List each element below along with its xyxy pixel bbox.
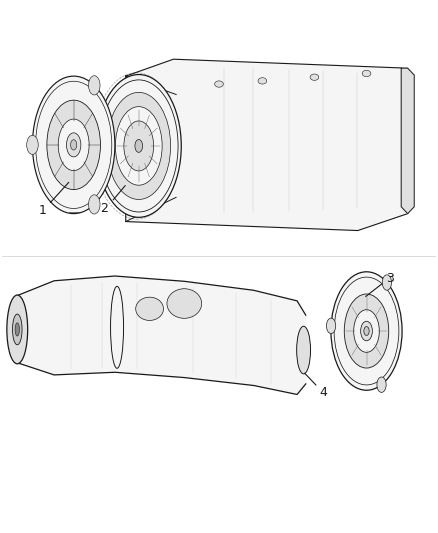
Ellipse shape bbox=[88, 195, 100, 214]
Ellipse shape bbox=[215, 81, 223, 87]
Ellipse shape bbox=[354, 310, 379, 352]
Ellipse shape bbox=[15, 323, 19, 336]
Polygon shape bbox=[401, 68, 414, 214]
Ellipse shape bbox=[310, 74, 319, 80]
Ellipse shape bbox=[167, 289, 201, 318]
Text: 2: 2 bbox=[100, 202, 108, 215]
Ellipse shape bbox=[360, 321, 372, 341]
Ellipse shape bbox=[13, 314, 22, 345]
Ellipse shape bbox=[71, 140, 77, 150]
Ellipse shape bbox=[67, 133, 81, 157]
Ellipse shape bbox=[377, 377, 386, 392]
Ellipse shape bbox=[124, 121, 154, 171]
Ellipse shape bbox=[326, 318, 336, 334]
Ellipse shape bbox=[96, 75, 181, 217]
Ellipse shape bbox=[32, 76, 115, 214]
Text: 1: 1 bbox=[39, 204, 46, 217]
Ellipse shape bbox=[362, 70, 371, 77]
Text: 4: 4 bbox=[319, 386, 327, 399]
Ellipse shape bbox=[364, 327, 369, 335]
Ellipse shape bbox=[331, 272, 402, 390]
Ellipse shape bbox=[115, 107, 162, 185]
Polygon shape bbox=[126, 59, 408, 231]
Ellipse shape bbox=[136, 297, 163, 320]
Text: 3: 3 bbox=[386, 272, 394, 285]
Ellipse shape bbox=[107, 92, 171, 199]
Ellipse shape bbox=[297, 326, 311, 374]
Ellipse shape bbox=[382, 275, 392, 290]
Ellipse shape bbox=[27, 135, 38, 155]
Ellipse shape bbox=[135, 140, 142, 152]
Ellipse shape bbox=[47, 100, 100, 190]
Ellipse shape bbox=[344, 294, 389, 368]
Ellipse shape bbox=[7, 295, 28, 364]
Ellipse shape bbox=[88, 76, 100, 95]
Polygon shape bbox=[17, 276, 306, 394]
Ellipse shape bbox=[258, 78, 267, 84]
Ellipse shape bbox=[58, 119, 89, 171]
